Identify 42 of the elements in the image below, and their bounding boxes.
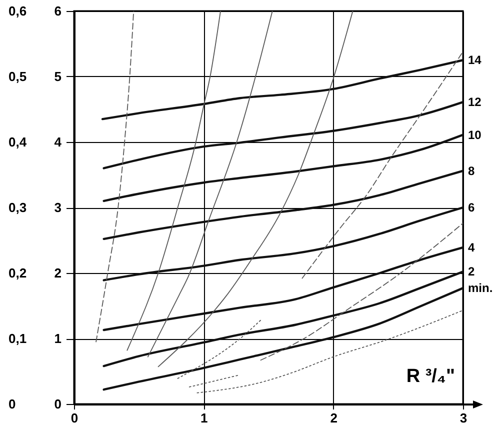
line-series bbox=[102, 206, 463, 282]
line-series bbox=[196, 310, 463, 394]
y2-tick-label: 0,1 bbox=[8, 331, 27, 346]
series-label: 8 bbox=[468, 164, 475, 178]
y2-tick-label: 0 bbox=[8, 396, 16, 412]
line-series bbox=[102, 246, 463, 332]
line-series bbox=[102, 270, 463, 368]
series-label: 4 bbox=[468, 240, 475, 254]
line-series bbox=[96, 11, 134, 342]
y-tick-label: 1 bbox=[54, 331, 62, 346]
series-label: 10 bbox=[468, 128, 482, 142]
line-series bbox=[260, 222, 463, 361]
x-tick-label: 0 bbox=[70, 410, 78, 426]
y2-tick-label: 0,6 bbox=[8, 4, 27, 18]
line-series bbox=[126, 11, 221, 351]
y2-tick-label: 0,3 bbox=[8, 200, 27, 215]
series-label: 6 bbox=[468, 200, 475, 214]
line-series bbox=[102, 100, 463, 170]
line-series bbox=[102, 286, 463, 391]
line-series bbox=[102, 170, 463, 240]
y-tick-label: 5 bbox=[54, 69, 62, 84]
x-tick-label: 2 bbox=[330, 410, 338, 426]
series-label: 2 bbox=[468, 264, 475, 279]
y-tick-label: 3 bbox=[54, 200, 62, 215]
y2-tick-label: 0,2 bbox=[8, 266, 27, 280]
series-label: 14 bbox=[468, 53, 482, 68]
y-tick-label: 0 bbox=[54, 396, 62, 412]
y-tick-label: 6 bbox=[54, 4, 62, 18]
y-tick-label: 2 bbox=[54, 266, 62, 280]
x-tick-label: 3 bbox=[460, 410, 468, 426]
line-series bbox=[302, 53, 462, 279]
y2-tick-label: 0,4 bbox=[8, 134, 28, 150]
series-label: min. bbox=[468, 281, 493, 296]
line-series bbox=[158, 11, 354, 368]
line-series bbox=[101, 59, 463, 120]
y-tick-label: 4 bbox=[54, 134, 62, 150]
x-tick-label: 1 bbox=[200, 410, 208, 426]
line-series bbox=[102, 134, 463, 202]
line-series bbox=[147, 11, 273, 358]
annotation: R ³/₄" bbox=[406, 366, 455, 387]
series-label: 12 bbox=[468, 95, 482, 110]
y2-tick-label: 0,5 bbox=[8, 69, 27, 84]
